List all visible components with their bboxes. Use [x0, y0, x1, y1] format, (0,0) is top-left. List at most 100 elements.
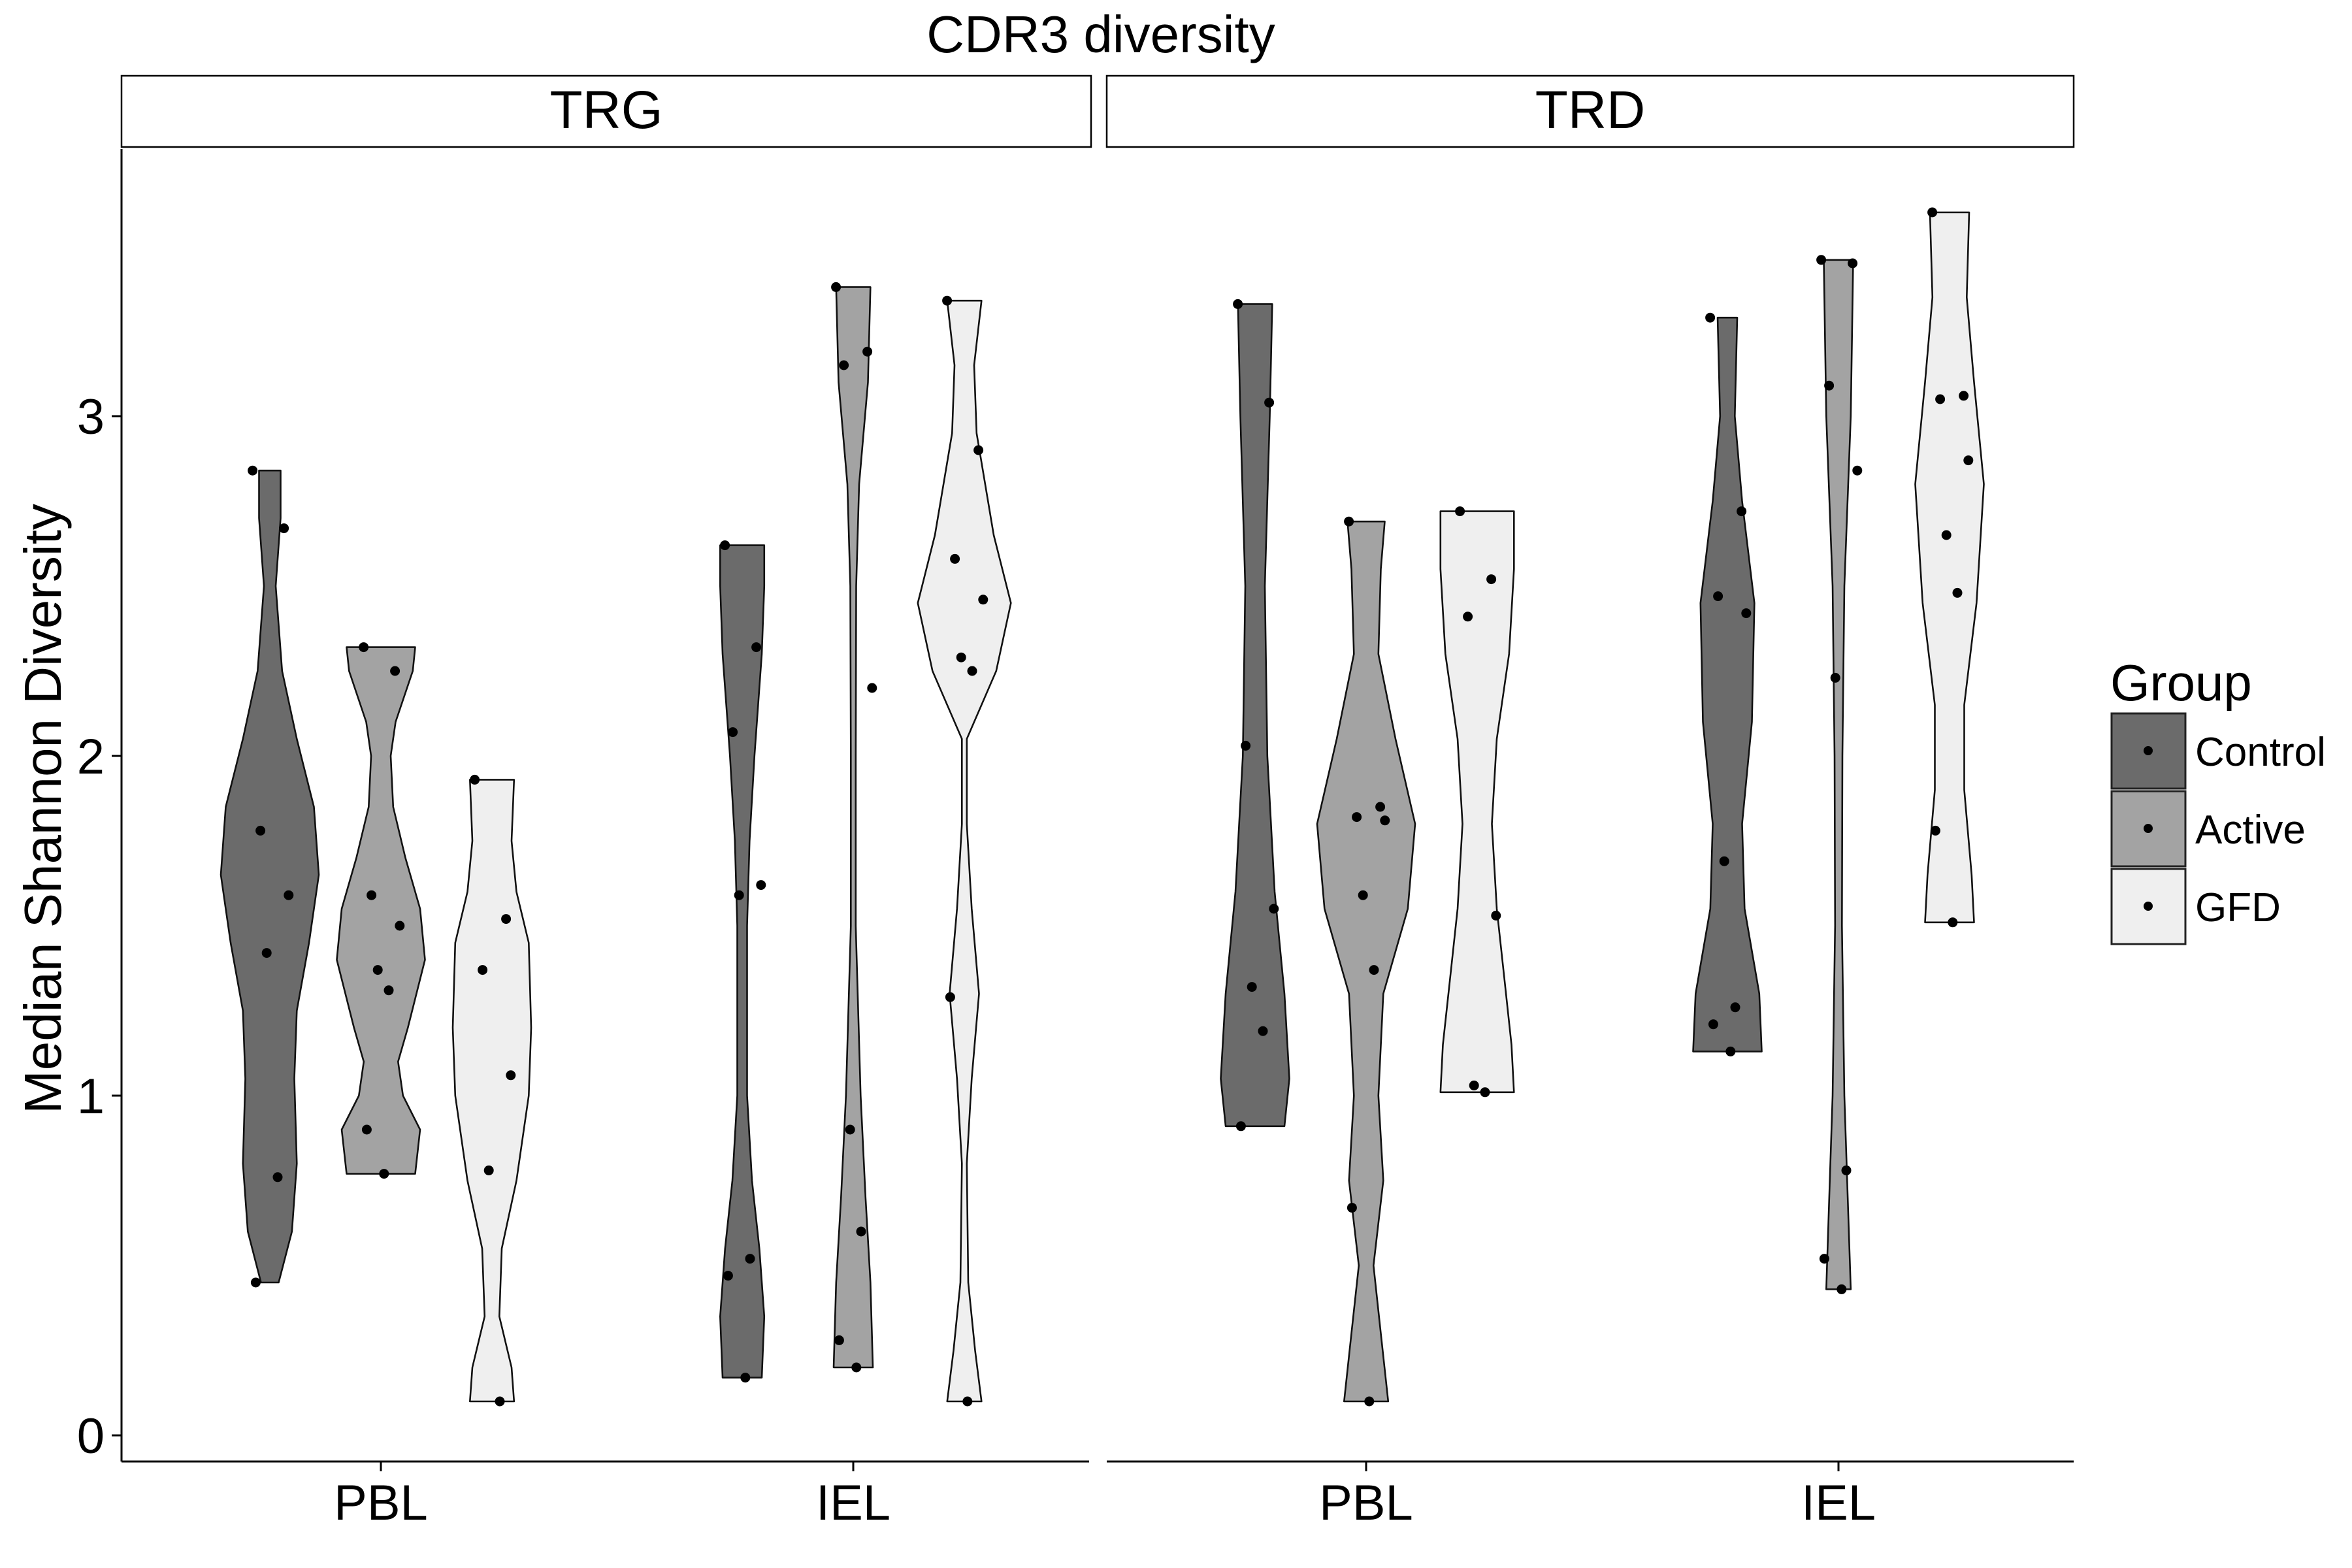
strip-trd-box — [1105, 74, 2075, 148]
panel-trd-plot-area — [1220, 207, 1985, 1407]
data-point — [1258, 1026, 1268, 1036]
data-point — [1375, 802, 1386, 812]
data-point — [845, 1124, 855, 1135]
x-tick-label-pbl: PBL — [1319, 1475, 1413, 1531]
data-point — [1837, 1284, 1847, 1294]
legend-dot-active — [2144, 824, 2153, 833]
data-point — [1841, 1165, 1852, 1175]
panel-trg-plot-area — [220, 282, 1012, 1407]
legend-label-gfd: GFD — [2195, 885, 2281, 930]
data-point — [862, 346, 873, 357]
data-point — [1963, 455, 1974, 466]
data-point — [720, 540, 730, 551]
data-point — [1247, 982, 1257, 992]
data-point — [1369, 965, 1379, 975]
data-point — [1708, 1019, 1718, 1030]
data-point — [839, 360, 849, 370]
data-point — [1364, 1396, 1375, 1407]
data-point — [279, 523, 289, 534]
data-point — [734, 890, 744, 900]
data-point — [1455, 506, 1465, 517]
data-point — [740, 1373, 751, 1383]
data-point — [1380, 815, 1390, 826]
data-point — [501, 914, 512, 924]
violin-trd-pbl-gfd — [1439, 510, 1515, 1094]
data-point — [1469, 1080, 1479, 1090]
legend-dot-gfd — [2144, 902, 2153, 911]
data-point — [1927, 207, 1938, 218]
violin-trd-pbl-control — [1220, 303, 1290, 1128]
legend-title: Group — [2110, 654, 2252, 711]
data-point — [950, 553, 960, 564]
y-tick-label: 1 — [77, 1069, 105, 1124]
y-axis-title: Median Shannon Diversity — [14, 504, 72, 1114]
data-point — [1816, 255, 1827, 265]
legend-label-control: Control — [2195, 730, 2326, 775]
data-point — [978, 595, 988, 605]
y-tick-label: 3 — [77, 389, 105, 445]
strip-label-trg: TRG — [549, 80, 662, 140]
data-point — [384, 985, 394, 996]
data-point — [470, 774, 480, 785]
data-point — [1848, 258, 1858, 269]
x-ticks-trd: PBL IEL — [1319, 1462, 1876, 1531]
legend: Group Control Active GFD — [2110, 654, 2326, 945]
data-point — [255, 825, 266, 836]
data-point — [1264, 397, 1275, 408]
violin-trd-iel-gfd — [1914, 211, 1985, 924]
data-point — [361, 1124, 372, 1135]
data-point — [483, 1165, 494, 1175]
strip-label-trd: TRD — [1535, 80, 1646, 140]
data-point — [1486, 574, 1497, 585]
data-point — [495, 1396, 505, 1407]
data-point — [1930, 825, 1940, 836]
x-tick-label-iel: IEL — [816, 1475, 890, 1531]
data-point — [1719, 856, 1729, 866]
data-point — [506, 1070, 516, 1081]
x-tick-label-iel: IEL — [1801, 1475, 1876, 1531]
data-point — [756, 880, 766, 890]
data-point — [942, 295, 953, 306]
data-point — [1824, 380, 1835, 391]
violin-trd-pbl-active — [1316, 520, 1416, 1403]
y-tick-label: 0 — [77, 1409, 105, 1464]
violin-trg-pbl-active — [336, 646, 426, 1175]
data-point — [723, 1271, 733, 1281]
data-point — [1480, 1087, 1490, 1098]
data-point — [1952, 587, 1963, 598]
data-point — [1830, 672, 1840, 683]
data-point — [367, 890, 377, 900]
strip-trg-box — [120, 74, 1092, 148]
violin-trg-iel-gfd — [917, 299, 1012, 1403]
data-point — [1235, 1121, 1246, 1132]
data-point — [1948, 917, 1958, 928]
data-point — [1233, 299, 1243, 309]
legend-dot-control — [2144, 746, 2153, 755]
data-point — [745, 1254, 755, 1264]
data-point — [284, 890, 294, 900]
data-point — [1241, 740, 1251, 751]
chart-title: CDR3 diversity — [926, 5, 1275, 63]
data-point — [1344, 516, 1354, 527]
data-point — [831, 282, 841, 292]
data-point — [962, 1396, 973, 1407]
data-point — [1741, 608, 1752, 619]
data-point — [1959, 391, 1969, 401]
data-point — [248, 465, 258, 476]
data-point — [1347, 1203, 1357, 1213]
data-point — [728, 727, 738, 738]
violin-trg-pbl-gfd — [451, 779, 532, 1403]
data-point — [250, 1277, 261, 1288]
violin-trg-iel-control — [719, 544, 766, 1379]
data-point — [1935, 394, 1946, 404]
data-point — [359, 642, 369, 653]
data-point — [390, 666, 400, 676]
data-point — [751, 642, 762, 653]
data-point — [834, 1335, 844, 1345]
violin-trg-pbl-control — [220, 469, 320, 1284]
violin-trd-iel-active — [1823, 259, 1854, 1290]
data-point — [1819, 1254, 1829, 1264]
data-point — [379, 1169, 389, 1179]
data-point — [372, 965, 383, 975]
